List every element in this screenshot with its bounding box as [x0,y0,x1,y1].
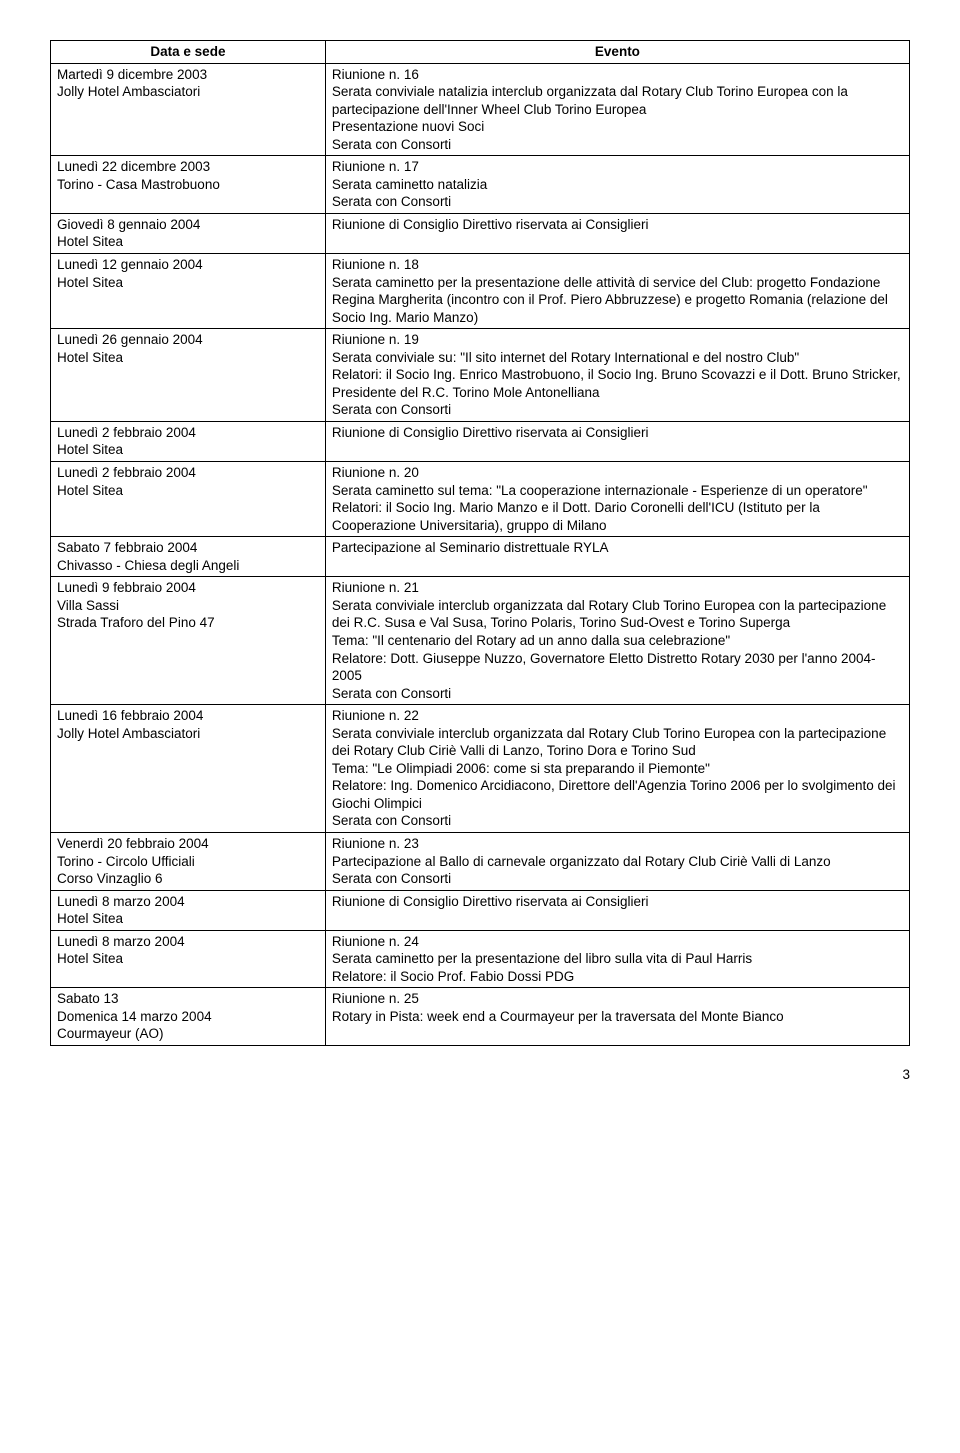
table-row: Sabato 13 Domenica 14 marzo 2004 Courmay… [51,988,910,1046]
event-cell: Riunione di Consiglio Direttivo riservat… [325,421,909,461]
col-header-event: Evento [325,41,909,64]
date-cell: Sabato 7 febbraio 2004 Chivasso - Chiesa… [51,537,326,577]
date-cell: Martedì 9 dicembre 2003 Jolly Hotel Amba… [51,63,326,156]
schedule-table: Data e sede Evento Martedì 9 dicembre 20… [50,40,910,1046]
date-cell: Sabato 13 Domenica 14 marzo 2004 Courmay… [51,988,326,1046]
page-number: 3 [50,1066,910,1084]
date-cell: Lunedì 16 febbraio 2004 Jolly Hotel Amba… [51,705,326,833]
table-row: Lunedì 8 marzo 2004 Hotel SiteaRiunione … [51,930,910,988]
date-cell: Lunedì 8 marzo 2004 Hotel Sitea [51,890,326,930]
date-cell: Lunedì 26 gennaio 2004 Hotel Sitea [51,329,326,422]
date-cell: Lunedì 12 gennaio 2004 Hotel Sitea [51,254,326,329]
date-cell: Lunedì 22 dicembre 2003 Torino - Casa Ma… [51,156,326,214]
table-body: Martedì 9 dicembre 2003 Jolly Hotel Amba… [51,63,910,1045]
event-cell: Riunione n. 24 Serata caminetto per la p… [325,930,909,988]
table-row: Lunedì 2 febbraio 2004 Hotel SiteaRiunio… [51,421,910,461]
event-cell: Riunione n. 20 Serata caminetto sul tema… [325,462,909,537]
table-row: Lunedì 26 gennaio 2004 Hotel SiteaRiunio… [51,329,910,422]
event-cell: Riunione n. 19 Serata conviviale su: "Il… [325,329,909,422]
date-cell: Venerdì 20 febbraio 2004 Torino - Circol… [51,832,326,890]
event-cell: Riunione n. 25 Rotary in Pista: week end… [325,988,909,1046]
table-row: Lunedì 9 febbraio 2004 Villa Sassi Strad… [51,577,910,705]
page: Data e sede Evento Martedì 9 dicembre 20… [0,0,960,1114]
table-row: Giovedì 8 gennaio 2004 Hotel SiteaRiunio… [51,213,910,253]
date-cell: Lunedì 2 febbraio 2004 Hotel Sitea [51,462,326,537]
table-row: Sabato 7 febbraio 2004 Chivasso - Chiesa… [51,537,910,577]
event-cell: Riunione n. 23 Partecipazione al Ballo d… [325,832,909,890]
col-header-date: Data e sede [51,41,326,64]
event-cell: Riunione n. 18 Serata caminetto per la p… [325,254,909,329]
table-row: Martedì 9 dicembre 2003 Jolly Hotel Amba… [51,63,910,156]
date-cell: Lunedì 2 febbraio 2004 Hotel Sitea [51,421,326,461]
event-cell: Riunione n. 17 Serata caminetto natalizi… [325,156,909,214]
event-cell: Riunione di Consiglio Direttivo riservat… [325,213,909,253]
table-row: Lunedì 12 gennaio 2004 Hotel SiteaRiunio… [51,254,910,329]
event-cell: Riunione n. 16 Serata conviviale nataliz… [325,63,909,156]
event-cell: Riunione n. 22 Serata conviviale intercl… [325,705,909,833]
table-row: Lunedì 16 febbraio 2004 Jolly Hotel Amba… [51,705,910,833]
event-cell: Riunione n. 21 Serata conviviale intercl… [325,577,909,705]
table-row: Lunedì 22 dicembre 2003 Torino - Casa Ma… [51,156,910,214]
header-row: Data e sede Evento [51,41,910,64]
event-cell: Riunione di Consiglio Direttivo riservat… [325,890,909,930]
event-cell: Partecipazione al Seminario distrettuale… [325,537,909,577]
table-row: Lunedì 8 marzo 2004 Hotel SiteaRiunione … [51,890,910,930]
table-row: Venerdì 20 febbraio 2004 Torino - Circol… [51,832,910,890]
date-cell: Lunedì 9 febbraio 2004 Villa Sassi Strad… [51,577,326,705]
date-cell: Giovedì 8 gennaio 2004 Hotel Sitea [51,213,326,253]
table-row: Lunedì 2 febbraio 2004 Hotel SiteaRiunio… [51,462,910,537]
date-cell: Lunedì 8 marzo 2004 Hotel Sitea [51,930,326,988]
